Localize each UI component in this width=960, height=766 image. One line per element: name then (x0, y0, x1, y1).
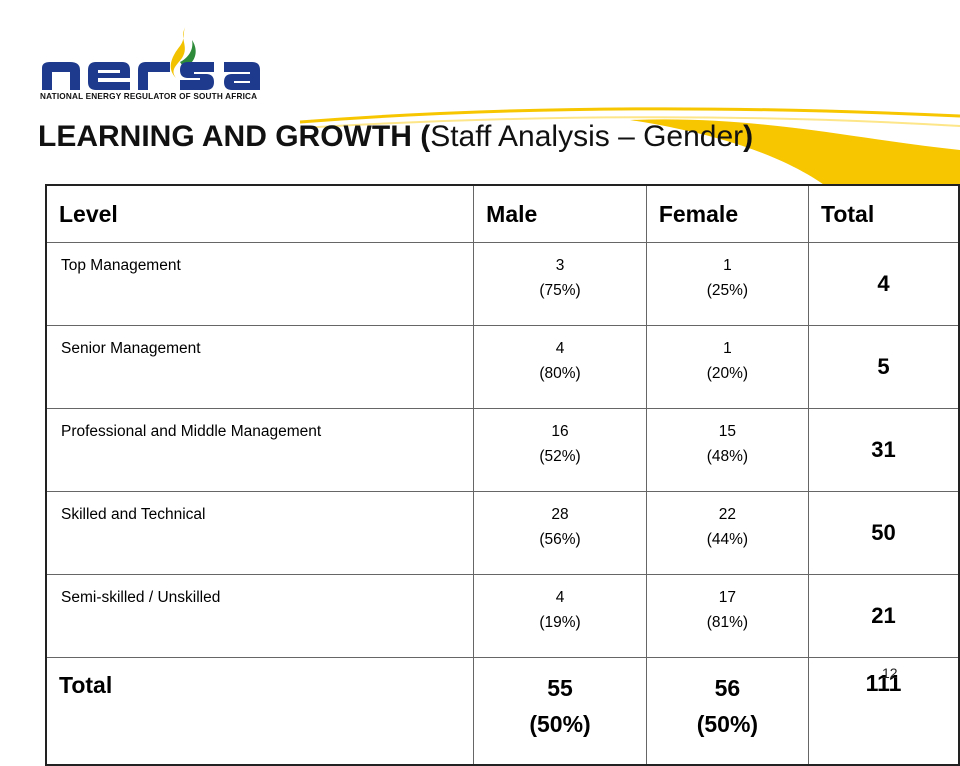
female-count: 22 (718, 506, 737, 523)
male-count: 4 (555, 589, 565, 606)
female-percent: (20%) (706, 365, 749, 382)
cell-level: Skilled and Technical (45, 491, 475, 575)
male-total-percent: (50%) (529, 711, 591, 737)
male-count: 28 (551, 506, 569, 523)
staff-gender-table-wrapper: Level Male Female Total Top Management 3… (45, 184, 960, 766)
title-closing: ) (743, 120, 754, 153)
header-female: Female (645, 184, 809, 243)
cell-male: 16 (52%) (473, 408, 647, 492)
female-percent: (44%) (706, 531, 749, 548)
logo-tagline: NATIONAL ENERGY REGULATOR OF SOUTH AFRIC… (40, 92, 258, 101)
male-percent: (19%) (539, 614, 581, 631)
table-header-row: Level Male Female Total (45, 184, 960, 243)
cell-level: Semi-skilled / Unskilled (45, 574, 475, 658)
title-regular-part: Staff Analysis – Gender (430, 120, 744, 153)
table-row: Semi-skilled / Unskilled 4 (19%) 17 (81%) … (45, 574, 960, 658)
cell-level: Professional and Middle Management (45, 408, 475, 492)
cell-male: 3 (75%) (473, 242, 647, 326)
header-male: Male (473, 184, 647, 243)
cell-total: 31 (807, 408, 960, 492)
total-row-male: 55 (50%) (473, 657, 647, 766)
table-total-row: Total 55 (50%) 56 (50%) 111 (45, 657, 960, 766)
male-count: 4 (555, 340, 565, 357)
page-number: 12 (882, 665, 898, 681)
table-row: Top Management 3 (75%) 1 (25%) 4 (45, 242, 960, 326)
male-count: 3 (555, 257, 565, 274)
female-count: 15 (718, 423, 737, 440)
cell-female: 1 (25%) (645, 242, 809, 326)
cell-male: 4 (19%) (473, 574, 647, 658)
page-title: LEARNING AND GROWTH (Staff Analysis – Ge… (38, 120, 753, 154)
male-percent: (80%) (539, 365, 581, 382)
cell-level: Senior Management (45, 325, 475, 409)
nersa-logo: NATIONAL ENERGY REGULATOR OF SOUTH AFRIC… (30, 18, 290, 110)
female-percent: (81%) (706, 614, 749, 631)
male-total-count: 55 (547, 675, 573, 701)
male-percent: (75%) (539, 282, 581, 299)
female-percent: (48%) (706, 448, 749, 465)
cell-male: 28 (56%) (473, 491, 647, 575)
male-count: 16 (551, 423, 569, 440)
female-count: 1 (723, 340, 732, 357)
cell-level: Top Management (45, 242, 475, 326)
female-count: 1 (723, 257, 732, 274)
header-level: Level (45, 184, 475, 243)
cell-male: 4 (80%) (473, 325, 647, 409)
cell-female: 1 (20%) (645, 325, 809, 409)
cell-female: 22 (44%) (645, 491, 809, 575)
cell-total: 21 (807, 574, 960, 658)
table-row: Senior Management 4 (80%) 1 (20%) 5 (45, 325, 960, 409)
total-row-female: 56 (50%) (645, 657, 809, 766)
table-row: Skilled and Technical 28 (56%) 22 (44%) 50 (45, 491, 960, 575)
female-percent: (25%) (706, 282, 749, 299)
cell-total: 50 (807, 491, 960, 575)
staff-gender-table: Level Male Female Total Top Management 3… (45, 184, 960, 766)
cell-female: 15 (48%) (645, 408, 809, 492)
total-row-label: Total (45, 657, 475, 766)
male-percent: (56%) (539, 531, 581, 548)
cell-female: 17 (81%) (645, 574, 809, 658)
header-total: Total (807, 184, 960, 243)
cell-total: 5 (807, 325, 960, 409)
female-count: 17 (718, 589, 737, 606)
title-bold-part: LEARNING AND GROWTH ( (38, 120, 431, 153)
female-total-count: 56 (714, 675, 741, 701)
male-percent: (52%) (539, 448, 581, 465)
female-total-percent: (50%) (696, 711, 759, 737)
nersa-wordmark-icon (42, 26, 260, 90)
cell-total: 4 (807, 242, 960, 326)
table-row: Professional and Middle Management 16 (52… (45, 408, 960, 492)
